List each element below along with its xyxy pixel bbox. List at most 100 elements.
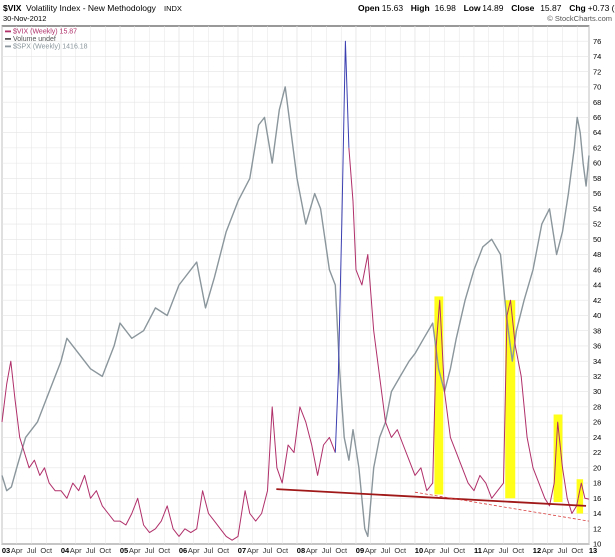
- x-tick-label: Jul: [558, 546, 568, 555]
- quote-label: Low: [464, 3, 481, 13]
- quote-bar: Open 15.63 High 16.98 Low 14.89 Close 15.87 Chg +…: [358, 3, 615, 13]
- chart-header: $VIX Volatility Index - New Methodology …: [3, 3, 615, 23]
- y-tick-label: 28: [593, 402, 601, 411]
- y-tick-label: 62: [593, 143, 601, 152]
- x-tick-label: Apr: [542, 546, 554, 555]
- x-tick-label: Apr: [424, 546, 436, 555]
- trendline: [276, 488, 587, 507]
- y-tick-label: 46: [593, 265, 601, 274]
- y-tick-label: 58: [593, 174, 601, 183]
- x-tick-label: 12: [533, 546, 541, 555]
- y-tick-label: 34: [593, 357, 601, 366]
- y-tick-label: 24: [593, 433, 601, 442]
- vix-line-2008: [334, 40, 350, 453]
- x-tick-label: Jul: [381, 546, 391, 555]
- y-tick-label: 64: [593, 128, 601, 137]
- x-tick-label: Jul: [145, 546, 155, 555]
- quote-value: 14.89: [482, 3, 504, 13]
- x-tick-label: Jul: [204, 546, 214, 555]
- x-tick-label: Apr: [70, 546, 82, 555]
- x-tick-label: 09: [356, 546, 364, 555]
- trendline-dashed: [414, 491, 590, 522]
- x-tick-label: Apr: [483, 546, 495, 555]
- y-tick-label: 40: [593, 311, 601, 320]
- quote-label: Chg: [569, 3, 586, 13]
- x-tick-label: Jul: [499, 546, 509, 555]
- x-tick-label: Oct: [217, 546, 230, 555]
- highlight-box: [505, 300, 516, 499]
- y-tick-label: 10: [593, 540, 601, 549]
- x-tick-label: 04: [61, 546, 70, 555]
- quote-value: 16.98: [435, 3, 457, 13]
- copyright: © StockCharts.com: [547, 14, 612, 23]
- y-tick-label: 50: [593, 235, 601, 244]
- x-tick-label: 05: [120, 546, 128, 555]
- y-tick-label: 70: [593, 83, 601, 92]
- quote-value: 15.63: [382, 3, 404, 13]
- x-tick-label: Apr: [247, 546, 259, 555]
- grid: [1, 26, 590, 545]
- symbol: $VIX: [3, 3, 22, 13]
- legend-swatch: [5, 38, 11, 40]
- x-tick-label: Oct: [40, 546, 53, 555]
- spx-line: [1, 86, 590, 538]
- y-tick-label: 44: [593, 281, 601, 290]
- quote-label: High: [411, 3, 430, 13]
- legend-swatch: [5, 30, 11, 33]
- y-tick-label: 52: [593, 220, 601, 229]
- trendlines: [276, 488, 590, 522]
- legend-label: $VIX (Weekly) 15.87: [13, 29, 77, 36]
- y-tick-label: 26: [593, 418, 601, 427]
- highlight-box: [553, 414, 563, 503]
- y-tick-label: 48: [593, 250, 601, 259]
- x-tick-label: 13: [589, 546, 597, 555]
- y-tick-label: 12: [593, 524, 601, 533]
- y-axis: 10 12 14 16 18 20 22 24 26 28 30 32 34 36 38 40 42 44 46 48…: [593, 37, 601, 549]
- quote-label: Open: [358, 3, 380, 13]
- highlight-boxes: [434, 296, 584, 514]
- y-tick-label: 56: [593, 189, 601, 198]
- x-tick-label: Jul: [322, 546, 332, 555]
- y-tick-label: 20: [593, 463, 601, 472]
- y-tick-label: 76: [593, 37, 601, 46]
- y-tick-label: 30: [593, 387, 601, 396]
- x-tick-label: 06: [179, 546, 187, 555]
- vix-line: [348, 147, 590, 514]
- y-tick-label: 66: [593, 113, 601, 122]
- x-tick-label: 03: [2, 546, 10, 555]
- legend-label: $SPX (Weekly) 1416.18: [13, 44, 88, 51]
- x-tick-label: Oct: [335, 546, 348, 555]
- legend-swatch: [5, 45, 11, 48]
- x-axis: 03 Apr Jul Oct 04 Apr Jul Oct 05 Apr Jul Oct 06 Apr Ju…: [2, 546, 597, 555]
- x-tick-label: Apr: [188, 546, 200, 555]
- x-tick-label: Apr: [306, 546, 318, 555]
- y-tick-label: 54: [593, 204, 601, 213]
- x-tick-label: 11: [474, 546, 482, 555]
- legend-label: Volume undef: [13, 36, 56, 43]
- x-tick-label: Apr: [365, 546, 377, 555]
- vix-line: [1, 360, 336, 541]
- exchange: INDX: [164, 4, 182, 13]
- y-tick-label: 32: [593, 372, 601, 381]
- y-tick-label: 18: [593, 479, 601, 488]
- y-tick-label: 14: [593, 509, 601, 518]
- x-tick-label: Jul: [86, 546, 96, 555]
- highlight-box: [434, 296, 444, 495]
- y-tick-label: 74: [593, 52, 601, 61]
- x-tick-label: Oct: [276, 546, 289, 555]
- x-tick-label: Oct: [394, 546, 407, 555]
- y-tick-label: 68: [593, 98, 601, 107]
- y-tick-label: 38: [593, 326, 601, 335]
- x-tick-label: Jul: [263, 546, 273, 555]
- y-tick-label: 36: [593, 342, 601, 351]
- x-tick-label: 08: [297, 546, 305, 555]
- x-tick-label: Oct: [512, 546, 525, 555]
- x-tick-label: Jul: [440, 546, 450, 555]
- x-tick-label: Apr: [11, 546, 23, 555]
- date-label: 30-Nov-2012: [3, 14, 46, 23]
- series: [1, 40, 590, 541]
- y-tick-label: 72: [593, 67, 601, 76]
- quote-label: Close: [511, 3, 534, 13]
